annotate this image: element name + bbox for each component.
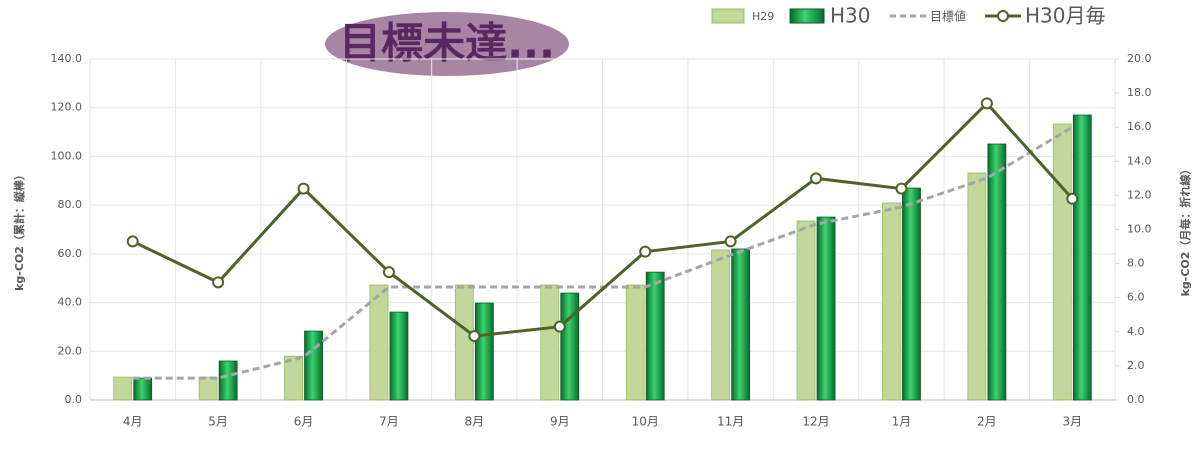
y2-tick-label: 4.0 xyxy=(1127,325,1145,338)
legend-swatch xyxy=(711,8,745,24)
bar xyxy=(218,360,238,401)
bar xyxy=(625,284,645,401)
line xyxy=(132,125,1074,380)
y-tick-label: 120.0 xyxy=(51,101,83,114)
marker xyxy=(212,276,225,289)
y2-tick-label: 14.0 xyxy=(1127,154,1152,167)
x-tick-label: 3月 xyxy=(1062,415,1082,429)
y2-tick-label: 20.0 xyxy=(1127,52,1152,65)
marker xyxy=(126,235,139,248)
legend-label: H29 xyxy=(752,10,774,23)
y2-tick-label: 8.0 xyxy=(1127,257,1145,270)
marker xyxy=(724,235,737,248)
bar xyxy=(369,284,389,401)
y2-tick-label: 10.0 xyxy=(1127,223,1152,236)
y2-axis-title: kg-CO2（月毎：折れ線） xyxy=(1178,164,1192,297)
y-tick-label: 40.0 xyxy=(58,296,83,309)
marker xyxy=(382,266,395,279)
line xyxy=(132,101,1074,338)
bar xyxy=(711,249,731,401)
x-tick-label: 12月 xyxy=(802,415,829,429)
x-tick-label: 2月 xyxy=(977,415,997,429)
bar xyxy=(474,302,494,401)
bar xyxy=(454,284,474,401)
bar xyxy=(882,202,901,401)
bar xyxy=(902,187,921,401)
legend-label: 目標値 xyxy=(930,9,966,24)
bar xyxy=(967,172,987,401)
x-tick-label: 4月 xyxy=(123,415,143,429)
bar xyxy=(1072,114,1092,401)
marker xyxy=(810,172,823,185)
bar xyxy=(540,284,560,401)
title-badge xyxy=(325,12,569,76)
bar xyxy=(389,311,409,401)
bar xyxy=(133,377,153,401)
y-tick-label: 20.0 xyxy=(58,344,83,357)
bar xyxy=(198,376,218,401)
y2-tick-label: 2.0 xyxy=(1127,359,1145,372)
y-tick-label: 0.0 xyxy=(65,393,83,406)
bar xyxy=(987,143,1007,401)
legend-marker xyxy=(997,10,1009,22)
legend-label: H30 xyxy=(830,4,871,28)
chart-title: 目標未達... xyxy=(339,19,555,68)
bar xyxy=(816,216,836,401)
legend-swatch xyxy=(789,8,825,24)
marker xyxy=(468,330,481,343)
x-tick-label: 7月 xyxy=(379,415,399,429)
legend-label: H30月毎 xyxy=(1025,4,1106,28)
y-tick-label: 140.0 xyxy=(51,52,83,65)
y-tick-label: 100.0 xyxy=(51,149,83,162)
y2-tick-label: 16.0 xyxy=(1127,120,1152,133)
y2-tick-label: 6.0 xyxy=(1127,291,1145,304)
marker xyxy=(553,320,566,333)
marker xyxy=(895,182,908,195)
y-tick-label: 60.0 xyxy=(58,247,83,260)
bar xyxy=(1052,123,1072,401)
bar xyxy=(304,330,323,401)
x-tick-label: 11月 xyxy=(717,415,744,429)
x-tick-label: 5月 xyxy=(208,415,228,429)
marker xyxy=(980,97,993,110)
x-tick-label: 1月 xyxy=(892,415,912,429)
x-tick-label: 9月 xyxy=(550,415,570,429)
x-tick-label: 6月 xyxy=(294,415,314,429)
y-tick-label: 80.0 xyxy=(58,198,83,211)
bar xyxy=(731,248,751,401)
y-axis-title: kg-CO2（累計：縦棒） xyxy=(12,169,26,291)
y2-tick-label: 12.0 xyxy=(1127,188,1152,201)
x-tick-label: 8月 xyxy=(465,415,485,429)
marker xyxy=(639,245,652,258)
bar xyxy=(796,220,816,401)
marker xyxy=(1066,192,1079,205)
bar xyxy=(113,376,133,401)
bar xyxy=(284,355,303,401)
bar xyxy=(560,292,580,401)
marker xyxy=(297,182,310,195)
y2-tick-label: 18.0 xyxy=(1127,86,1152,99)
y2-tick-label: 0.0 xyxy=(1127,393,1145,406)
bar xyxy=(645,271,665,401)
x-tick-label: 10月 xyxy=(632,415,659,429)
